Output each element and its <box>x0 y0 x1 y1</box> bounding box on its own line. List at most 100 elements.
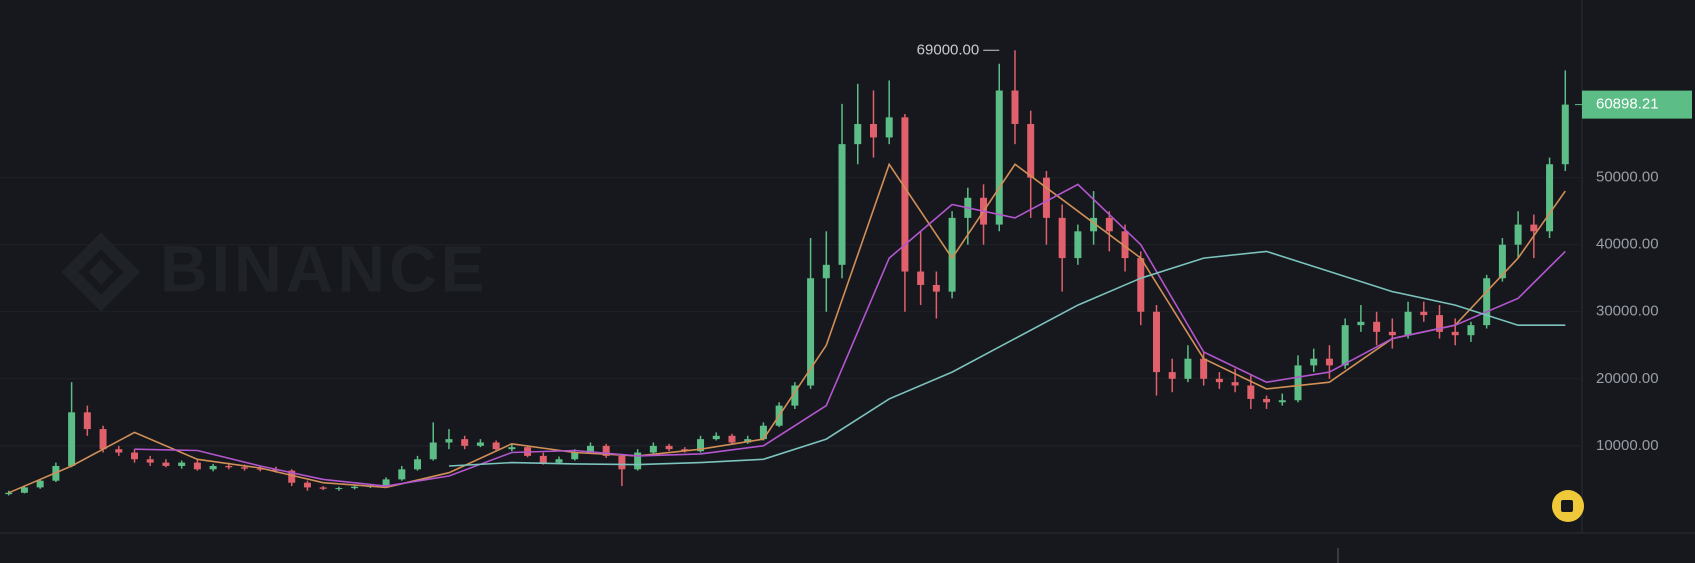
watermark: BINANCE <box>160 231 489 305</box>
y-tick-label: 50000.00 <box>1596 169 1659 186</box>
candle-body <box>1215 378 1223 383</box>
candle-body <box>634 452 642 470</box>
candle-body <box>5 492 13 495</box>
candle-body <box>414 459 422 470</box>
candle-body <box>1514 224 1522 245</box>
last-price-box <box>1582 90 1692 119</box>
candle-body <box>461 439 469 446</box>
candle-body <box>1278 400 1286 403</box>
candle-body <box>1090 217 1098 232</box>
candle-body <box>1058 217 1066 259</box>
candle-body <box>99 429 107 450</box>
candle-body <box>476 442 484 446</box>
candle-body <box>382 479 390 487</box>
candle-body <box>1530 224 1538 232</box>
y-tick-label: 30000.00 <box>1596 303 1659 320</box>
y-tick-label: 40000.00 <box>1596 236 1659 253</box>
candle-body <box>1105 217 1113 232</box>
candle-body <box>68 412 76 466</box>
candle-body <box>1027 124 1035 178</box>
candle-body <box>351 486 359 489</box>
candle-body <box>1420 311 1428 316</box>
candle-body <box>885 117 893 138</box>
candle-body <box>1388 331 1396 336</box>
candle-body <box>1310 358 1318 366</box>
candle-body <box>1404 311 1412 336</box>
candle-body <box>618 455 626 470</box>
candle-body <box>131 452 138 460</box>
candle-body <box>1184 358 1192 379</box>
candle-body <box>1263 398 1271 403</box>
candle-body <box>1231 382 1239 386</box>
candle-body <box>807 278 815 386</box>
candle-body <box>398 469 406 480</box>
candle-body <box>445 439 453 443</box>
candle-body <box>319 487 327 489</box>
candle-body <box>303 482 311 488</box>
candle-body <box>83 412 91 430</box>
footer-icon[interactable] <box>1552 490 1584 522</box>
watermark-logo <box>61 232 141 312</box>
candle-body <box>1152 311 1160 373</box>
candle-body <box>162 462 170 466</box>
ma-line <box>448 250 1566 467</box>
y-tick-label: 10000.00 <box>1596 437 1659 454</box>
candle-body <box>854 124 862 145</box>
candle-body <box>917 271 925 285</box>
candle-body <box>209 465 217 470</box>
candle-body <box>1168 372 1176 379</box>
candle-body <box>932 284 940 292</box>
last-price-label: 60898.21 <box>1596 96 1659 113</box>
candle-body <box>20 487 28 493</box>
candle-body <box>193 462 201 470</box>
candle-body <box>1436 315 1443 332</box>
candle-body <box>115 449 123 453</box>
candle-body <box>869 124 877 138</box>
ma-line <box>8 162 1566 494</box>
candle-body <box>1546 164 1554 232</box>
candle-body <box>1042 177 1050 218</box>
candle-body <box>1074 231 1082 259</box>
candle-body <box>288 470 296 483</box>
candle-body <box>697 439 705 452</box>
candle-body <box>1498 244 1506 279</box>
candle-body <box>1341 325 1349 366</box>
candle-body <box>1137 258 1145 312</box>
candle-body <box>335 488 343 490</box>
candles <box>5 50 1569 496</box>
candle-body <box>539 455 547 463</box>
candle-body <box>1247 385 1255 399</box>
candle-body <box>649 445 657 453</box>
candle-body <box>712 435 720 440</box>
candle-body <box>1011 90 1019 125</box>
candle-body <box>948 217 956 292</box>
candle-body <box>1467 325 1475 336</box>
candle-body <box>995 90 1003 225</box>
candle-body <box>429 442 437 460</box>
candle-body <box>728 435 736 443</box>
candle-body <box>822 264 830 279</box>
candle-body <box>1121 231 1129 259</box>
candle-body <box>586 445 594 453</box>
candle-body <box>555 459 563 463</box>
candle-body <box>241 467 249 469</box>
candle-body <box>1200 358 1208 379</box>
candle-body <box>1373 321 1381 332</box>
candle-body <box>1451 331 1459 336</box>
y-tick-label: 20000.00 <box>1596 370 1659 387</box>
candle-body <box>36 480 44 488</box>
candle-body <box>791 385 799 406</box>
candle-body <box>838 144 846 265</box>
candle-body <box>602 445 610 456</box>
high-label: 69000.00 <box>917 41 980 58</box>
candle-body <box>492 442 500 450</box>
candle-body <box>1294 365 1302 401</box>
candle-body <box>571 452 579 460</box>
candle-body <box>1483 278 1491 326</box>
candle-body <box>256 468 264 470</box>
candle-body <box>146 459 154 463</box>
candle-body <box>1325 358 1333 366</box>
